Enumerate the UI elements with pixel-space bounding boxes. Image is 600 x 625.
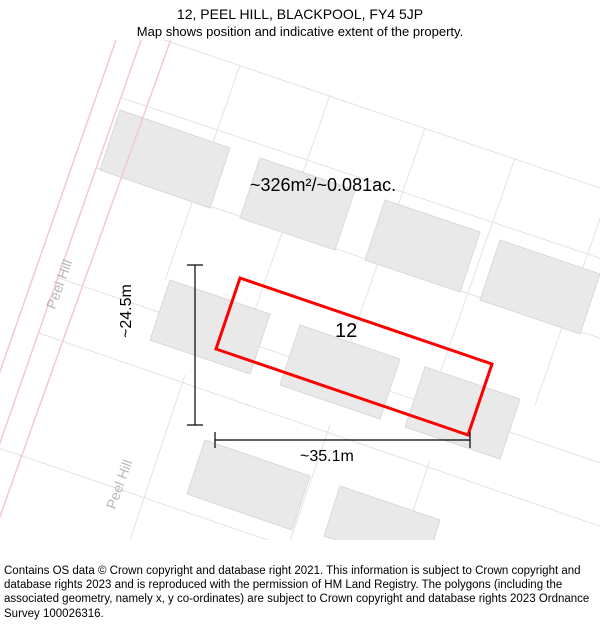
map-canvas: Peel HillPeel Hill ~326m²/~0.081ac. 12 ~… xyxy=(0,40,600,540)
property-number: 12 xyxy=(335,320,357,343)
copyright-footer: Contains OS data © Crown copyright and d… xyxy=(4,564,596,622)
page-subtitle: Map shows position and indicative extent… xyxy=(0,24,600,40)
page-title: 12, PEEL HILL, BLACKPOOL, FY4 5JP xyxy=(0,6,600,24)
height-label: ~24.5m xyxy=(118,284,136,338)
width-label: ~35.1m xyxy=(300,448,354,466)
area-label: ~326m²/~0.081ac. xyxy=(250,175,396,196)
